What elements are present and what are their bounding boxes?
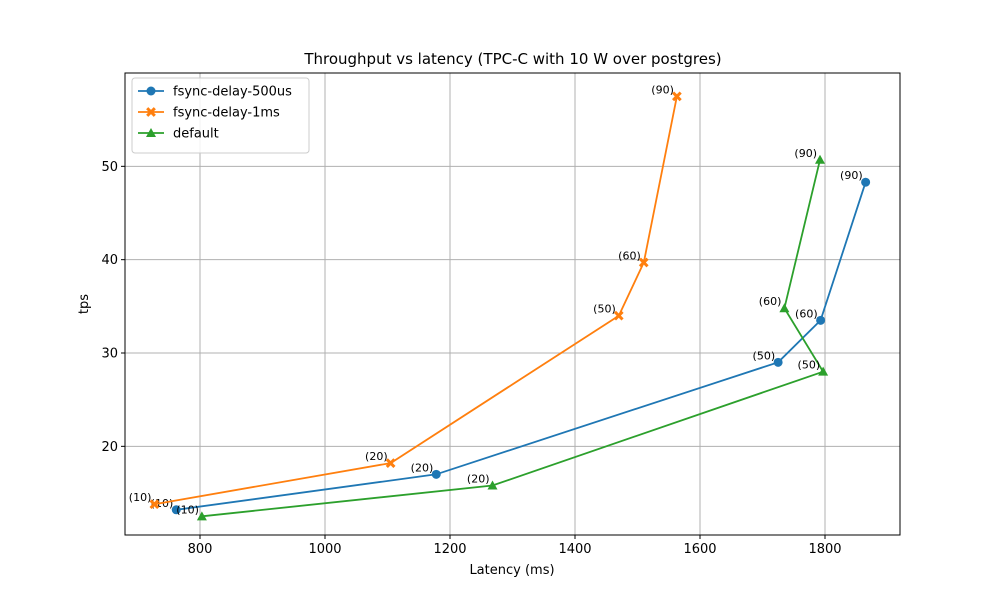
legend-label: fsync-delay-500us	[173, 85, 292, 100]
x-tick-label: 1800	[808, 542, 841, 557]
legend-marker	[146, 107, 156, 117]
marker-stroke	[638, 257, 649, 268]
point-label: (50)	[753, 349, 776, 362]
marker-stroke	[385, 458, 396, 468]
series-fsync-delay-500us: (10) (20) (50) (60) (90)	[151, 169, 871, 515]
x-tick-label: 1000	[308, 542, 341, 557]
data-point	[861, 177, 871, 187]
point-label: (10)	[176, 503, 199, 516]
legend-item-fsync-delay-500us: fsync-delay-500us	[138, 85, 292, 100]
legend-item-default: default	[138, 127, 219, 142]
y-tick-label: 20	[101, 440, 118, 455]
data-point	[171, 505, 181, 515]
marker-stroke	[672, 91, 682, 102]
data-point	[818, 366, 829, 376]
data-point	[816, 315, 826, 325]
series-fsync-delay-1ms: (10) (20) (50) (60) (90)	[129, 83, 682, 510]
data-point	[773, 357, 783, 367]
marker-stroke	[613, 310, 624, 321]
data-point	[638, 257, 649, 268]
x-tick-label: 800	[188, 542, 213, 557]
point-label: (50)	[593, 303, 616, 316]
x-axis-label: Latency (ms)	[469, 563, 554, 578]
data-point	[672, 91, 682, 102]
point-label: (10)	[129, 491, 152, 504]
point-label: (90)	[840, 169, 863, 182]
data-point	[613, 310, 624, 321]
series-line	[201, 159, 825, 518]
point-label: (60)	[618, 249, 641, 262]
point-label: (90)	[794, 147, 817, 160]
data-point	[431, 469, 441, 479]
series-line	[176, 181, 867, 511]
plot-frame	[124, 72, 901, 536]
y-tick-label: 30	[101, 347, 118, 362]
x-tick-label: 1400	[558, 542, 591, 557]
point-label: (20)	[467, 473, 490, 486]
legend-item-fsync-delay-1ms: fsync-delay-1ms	[138, 106, 280, 121]
ticks: 800 1000 1200 1400 1600 1800 20 30 40 50	[101, 160, 841, 557]
legend-label: default	[173, 127, 219, 142]
series-line	[154, 96, 678, 506]
point-label: (20)	[411, 461, 434, 474]
legend: fsync-delay-500us fsync-delay-1ms default	[131, 77, 310, 154]
marker-stroke	[149, 499, 160, 510]
point-label: (60)	[795, 307, 818, 320]
point-label: (90)	[651, 83, 674, 96]
legend-marker	[146, 86, 156, 96]
x-tick-label: 1200	[433, 542, 466, 557]
data-point	[487, 480, 498, 490]
series-default: (10) (20) (50) (60) (90)	[176, 147, 829, 521]
point-label: (60)	[759, 295, 782, 308]
y-tick-label: 40	[101, 253, 118, 268]
legend-box	[131, 77, 310, 154]
y-axis-label: tps	[77, 294, 92, 314]
data-point	[196, 511, 207, 521]
x-tick-label: 1600	[683, 542, 716, 557]
marker-stroke	[146, 107, 156, 117]
legend-label: fsync-delay-1ms	[173, 106, 280, 121]
point-label: (50)	[798, 359, 821, 372]
series-group: (10) (20) (50) (60) (90) (10) (20) (50) (60) (90)…	[129, 83, 871, 521]
chart-title: Throughput vs latency (TPC-C with 10 W o…	[303, 50, 721, 68]
data-point	[815, 154, 825, 164]
data-point	[779, 303, 790, 313]
point-label: (20)	[365, 450, 388, 463]
y-tick-label: 50	[101, 160, 118, 175]
data-point	[149, 499, 160, 510]
legend-marker	[146, 128, 156, 137]
data-point	[385, 458, 396, 468]
